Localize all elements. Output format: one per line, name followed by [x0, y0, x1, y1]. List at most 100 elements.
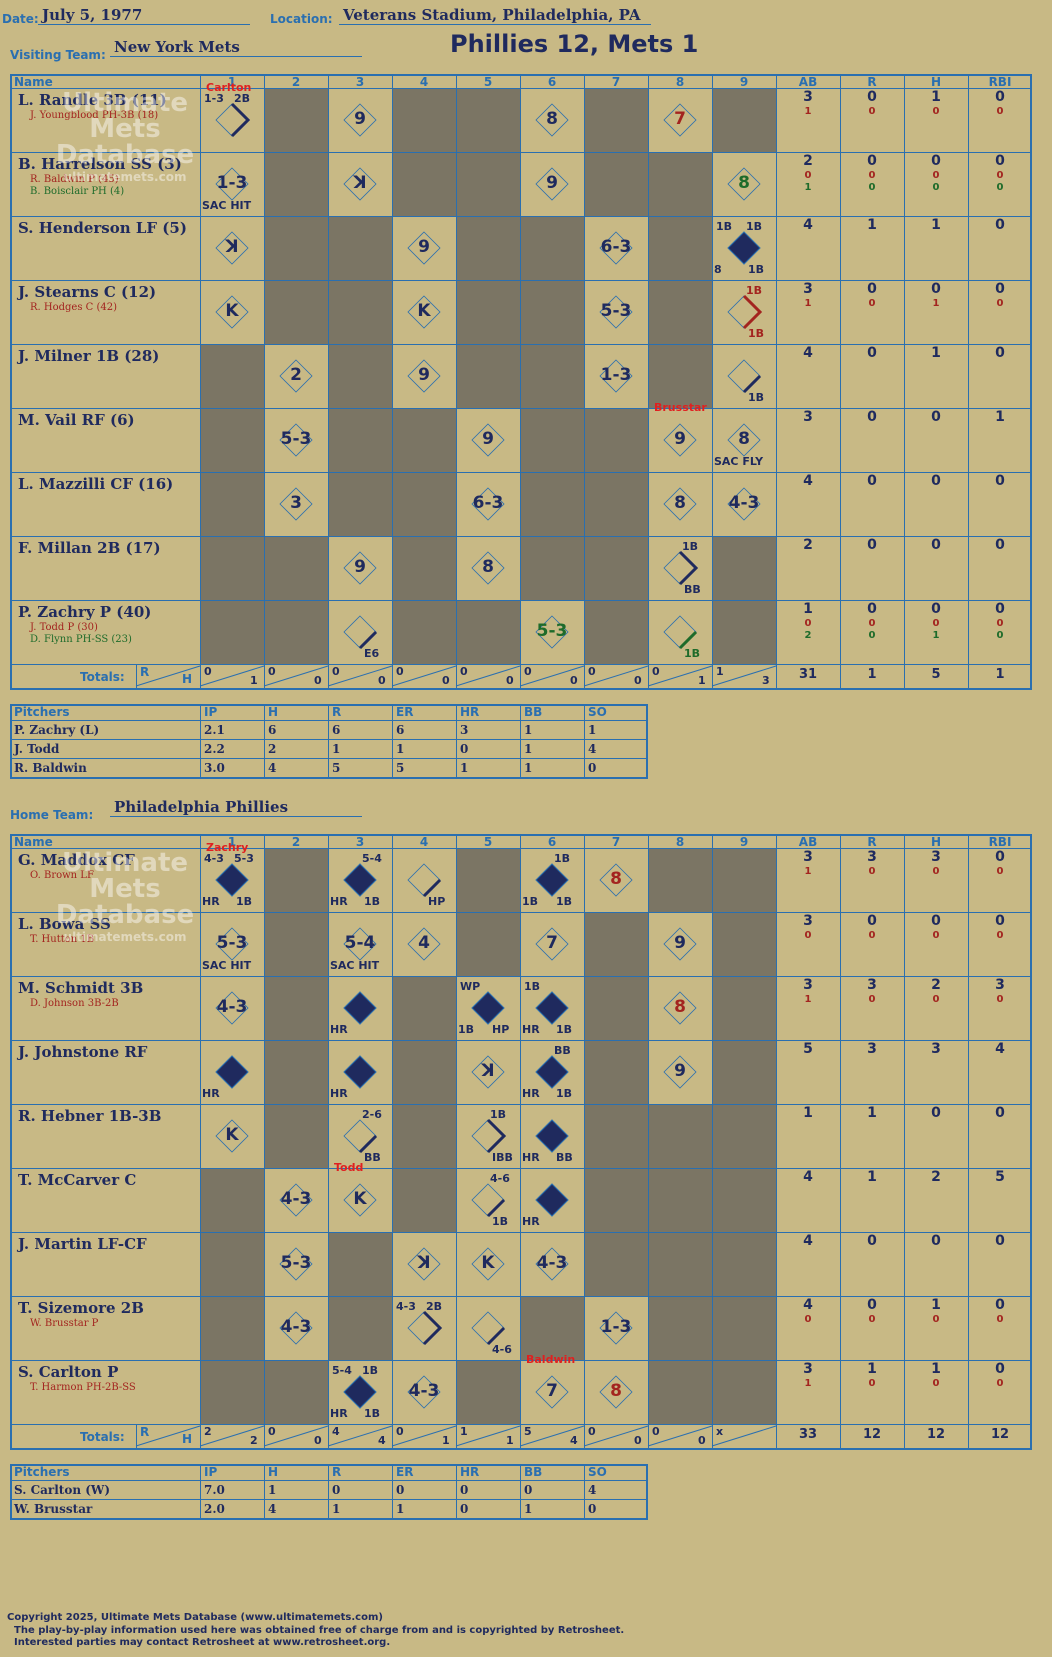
- visitors-diamond: [407, 359, 441, 393]
- visitors-header-7: 7: [611, 75, 621, 89]
- visitors-dark-cell: [584, 536, 648, 600]
- home-header-7: 7: [611, 835, 621, 849]
- home_pitchers-col-line: [328, 1464, 329, 1518]
- home-row-line: [10, 1104, 1032, 1105]
- home-inning-hits: 0: [698, 1434, 706, 1447]
- visitors-stat-r: 0: [867, 537, 877, 553]
- visitors-total-stat: 1: [867, 667, 877, 682]
- home-play-result: 7: [546, 933, 558, 953]
- visitors-sub-stat: 0: [868, 618, 876, 629]
- visitors-diamond: [727, 359, 762, 394]
- visitors-stat-rbi: 1: [995, 409, 1005, 425]
- visitors-sub-stat: 0: [868, 182, 876, 193]
- home-inning-runs: 0: [588, 1425, 596, 1438]
- visitors-play-note: 1B: [716, 220, 733, 233]
- home-stat-h: 1: [931, 1297, 941, 1313]
- game-headline: Phillies 12, Mets 1: [450, 30, 699, 58]
- home-play-result: K: [481, 1253, 495, 1273]
- visitors-dark-cell: [328, 280, 392, 344]
- visitor_pitchers-pitcher-stat: 4: [268, 761, 277, 775]
- visitors-header-line: [10, 88, 1032, 89]
- visitors-diamond: [471, 551, 505, 585]
- home-sub-stat: 0: [996, 994, 1004, 1005]
- visitors-play-note: 1B: [748, 327, 765, 340]
- visitor_pitchers-pitcher-name: J. Todd: [14, 742, 60, 756]
- home-play-note: 1B: [490, 1108, 507, 1121]
- visitors-col-line: [200, 74, 201, 688]
- home-play-note: SAC HIT: [330, 959, 380, 972]
- visitors-diamond: [599, 295, 633, 329]
- home-dark-cell: [456, 1360, 520, 1424]
- visitors-dark-cell: [200, 600, 264, 664]
- visitor_pitchers-pitcher-stat: 2: [268, 742, 277, 756]
- visitors-player-name: L. Randle 3B (11): [18, 91, 167, 109]
- home-total-stat: 33: [798, 1427, 818, 1442]
- visitors-stat-r: 0: [867, 345, 877, 361]
- home-stat-r: 3: [867, 1041, 877, 1057]
- visitors-sub-player: R. Hodges C (42): [30, 302, 118, 313]
- home-header-ab: AB: [798, 835, 818, 849]
- home-sub-player: T. Harmon PH-2B-SS: [30, 1382, 136, 1393]
- visitors-sub-stat: 0: [996, 182, 1004, 193]
- visitors-stat-h: 0: [931, 537, 941, 553]
- visitors-stat-ab: 3: [803, 281, 813, 297]
- home-dark-cell: [264, 1040, 328, 1104]
- home-play-note: 2B: [426, 1300, 443, 1313]
- visitors-inning-hits: 0: [634, 674, 642, 687]
- visitors-sub-stat: 1: [932, 298, 940, 309]
- home-play-result: 8: [610, 869, 622, 889]
- visitors-totals-label: Totals:: [80, 670, 125, 684]
- visitors-dark-cell: [520, 344, 584, 408]
- visitors-dark-cell: [328, 472, 392, 536]
- home-play-note: 5-4: [362, 852, 382, 865]
- visitors-inning-hits: 3: [762, 674, 770, 687]
- home-header-line: [10, 848, 1032, 849]
- home_pitchers-header: HR: [460, 1465, 480, 1479]
- home-player-name: S. Carlton P: [18, 1363, 119, 1381]
- home-dark-cell: [392, 1168, 456, 1232]
- home-play-note: 1B: [556, 1023, 573, 1036]
- home-play-result: 4-3: [216, 997, 248, 1017]
- visitors-play-note: 1B: [746, 284, 763, 297]
- visitors-watermark-l4: ultimatemets.com: [63, 170, 187, 184]
- home-stat-r: 0: [867, 913, 877, 929]
- home-play-result: 7: [546, 1381, 558, 1401]
- visitors-dark-cell: [264, 536, 328, 600]
- visitor_pitchers-pitcher-stat: 4: [588, 742, 597, 756]
- home-dark-cell: [712, 1104, 776, 1168]
- home-play-result: 8: [610, 1381, 622, 1401]
- home-player-name: T. McCarver C: [18, 1171, 137, 1189]
- visitors-diamond: [535, 103, 569, 137]
- visitors-dark-cell: [520, 280, 584, 344]
- home_pitchers-header-line: [10, 1480, 648, 1481]
- visitor_pitchers-pitcher-name: P. Zachry (L): [14, 723, 100, 737]
- home-dark-cell: [520, 1296, 584, 1360]
- visitors-stat-ab: 3: [803, 409, 813, 425]
- visitors-play-note: 1B: [684, 647, 701, 660]
- visitors-play-result: 6-3: [600, 237, 632, 257]
- visitors-play-note: 1B: [746, 220, 763, 233]
- visitors-diamond: [663, 487, 697, 521]
- visitors-dark-cell: [648, 280, 712, 344]
- visitor_pitchers-col-line: [392, 704, 393, 777]
- home-sub-stat: 0: [868, 930, 876, 941]
- home-play-note: HP: [492, 1023, 510, 1036]
- home-dark-cell: [648, 1232, 712, 1296]
- visitor_pitchers-col-line: [584, 704, 585, 777]
- home-inning-hits: 1: [506, 1434, 514, 1447]
- visitors-row-line: [10, 152, 1032, 153]
- visitors-inning-hits: 0: [378, 674, 386, 687]
- visitors-diamond: [279, 423, 313, 457]
- home-diamond: [663, 1055, 697, 1089]
- visitors-dark-cell: [712, 88, 776, 152]
- visitor_pitchers-pitcher-name: R. Baldwin: [14, 761, 87, 775]
- visitors-play-note: BB: [684, 583, 701, 596]
- home-player-name: M. Schmidt 3B: [18, 979, 144, 997]
- visitors-inning-hits: 0: [314, 674, 322, 687]
- home-sub-stat: 1: [804, 866, 812, 877]
- home-totals-divider: [136, 1424, 137, 1448]
- home-play-note: SAC HIT: [202, 959, 252, 972]
- visitors-dark-cell: [264, 600, 328, 664]
- home_pitchers-header: BB: [524, 1465, 543, 1479]
- home-diamond: [599, 1375, 633, 1409]
